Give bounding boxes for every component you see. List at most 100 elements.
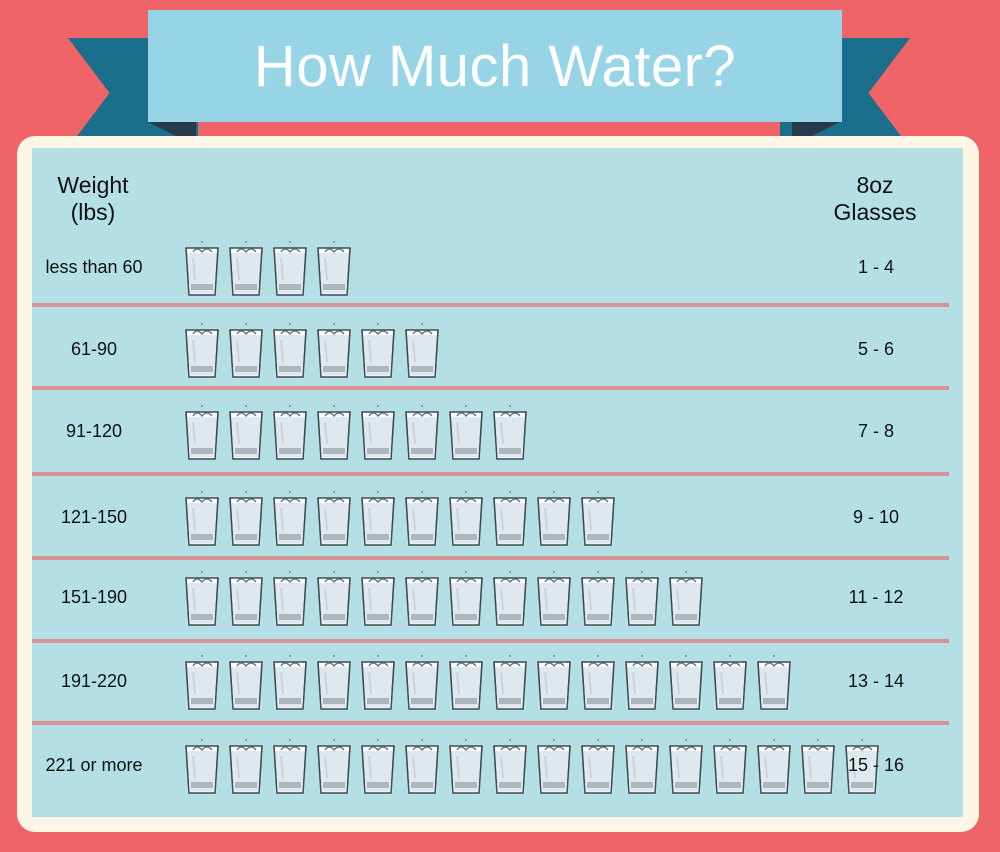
water-glass-icon [185,655,219,710]
glasses-label: 5 - 6 [857,339,895,359]
water-glass-icon [625,655,659,710]
glasses-bar [185,323,439,378]
weight-column-header: Weight (lbs) [40,172,146,226]
water-glass-icon [493,571,527,626]
water-glass-icon [185,571,219,626]
glasses-label: 15 - 16 [847,755,905,775]
water-glass-icon [317,491,351,546]
glasses-bar [185,571,703,626]
glasses-bar [185,405,527,460]
water-glass-icon [493,491,527,546]
weight-label: less than 60 [45,257,143,277]
water-glass-icon [449,491,483,546]
water-glass-icon [625,571,659,626]
water-glass-icon [229,323,263,378]
water-glass-icon [449,655,483,710]
water-glass-icon [185,491,219,546]
water-glass-icon [757,739,791,794]
water-glass-icon [713,739,747,794]
row-divider [32,386,949,390]
row-divider [32,556,949,560]
water-glass-icon [229,739,263,794]
glasses-label: 13 - 14 [847,671,905,691]
water-glass-icon [405,405,439,460]
row-divider [32,303,949,307]
weight-label: 121-150 [60,507,128,527]
water-glass-icon [317,655,351,710]
water-glass-icon [229,655,263,710]
glasses-label: 1 - 4 [857,257,895,277]
water-glass-icon [361,405,395,460]
water-glass-icon [229,241,263,296]
water-glass-icon [405,655,439,710]
water-glass-icon [801,739,835,794]
weight-label: 61-90 [70,339,118,359]
water-glass-icon [317,739,351,794]
title-banner: How Much Water? [148,10,842,122]
glasses-column-header: 8oz Glasses [816,172,934,226]
water-glass-icon [229,491,263,546]
glasses-header-line2: Glasses [833,199,917,225]
water-glass-icon [361,491,395,546]
water-glass-icon [273,571,307,626]
water-glass-icon [493,655,527,710]
weight-header-line2: (lbs) [70,199,116,225]
water-glass-icon [449,739,483,794]
weight-label: 151-190 [60,587,128,607]
row-divider [32,472,949,476]
water-glass-icon [185,739,219,794]
row-divider [32,721,949,725]
chart-row: 191-220 13 - 14 [32,650,949,714]
chart-row: 121-150 9 - 10 [32,486,949,550]
water-glass-icon [669,739,703,794]
water-glass-icon [185,323,219,378]
weight-header-line1: Weight [57,172,129,198]
weight-label: 191-220 [60,671,128,691]
water-glass-icon [273,739,307,794]
water-glass-icon [273,405,307,460]
chart-row: 151-190 11 - 12 [32,566,949,630]
water-glass-icon [273,655,307,710]
water-glass-icon [757,655,791,710]
water-glass-icon [273,323,307,378]
water-glass-icon [669,571,703,626]
glasses-bar [185,241,351,296]
water-glass-icon [537,491,571,546]
water-glass-icon [317,241,351,296]
glasses-bar [185,655,791,710]
glasses-label: 11 - 12 [848,587,904,607]
water-glass-icon [405,491,439,546]
glasses-label: 9 - 10 [852,507,900,527]
water-glass-icon [317,571,351,626]
water-glass-icon [449,405,483,460]
water-glass-icon [185,241,219,296]
water-glass-icon [273,241,307,296]
chart-row: 221 or more 15 - 16 [32,734,949,798]
water-glass-icon [845,739,879,794]
water-glass-icon [361,323,395,378]
weight-label: 221 or more [45,755,143,775]
water-glass-icon [361,571,395,626]
row-divider [32,639,949,643]
water-glass-icon [361,739,395,794]
water-glass-icon [581,739,615,794]
water-glass-icon [405,571,439,626]
water-glass-icon [185,405,219,460]
water-glass-icon [493,405,527,460]
glasses-header-line1: 8oz [856,172,894,198]
water-glass-icon [229,571,263,626]
weight-label: 91-120 [65,421,123,441]
water-glass-icon [581,655,615,710]
glasses-bar [185,739,879,794]
chart-title: How Much Water? [253,33,737,99]
water-glass-icon [537,571,571,626]
water-glass-icon [405,739,439,794]
glasses-label: 7 - 8 [857,421,895,441]
water-glass-icon [537,655,571,710]
chart-row: 91-120 7 - 8 [32,400,949,464]
chart-row: less than 60 1 - 4 [32,236,949,300]
water-glass-icon [317,323,351,378]
water-glass-icon [317,405,351,460]
water-glass-icon [581,571,615,626]
water-glass-icon [537,739,571,794]
